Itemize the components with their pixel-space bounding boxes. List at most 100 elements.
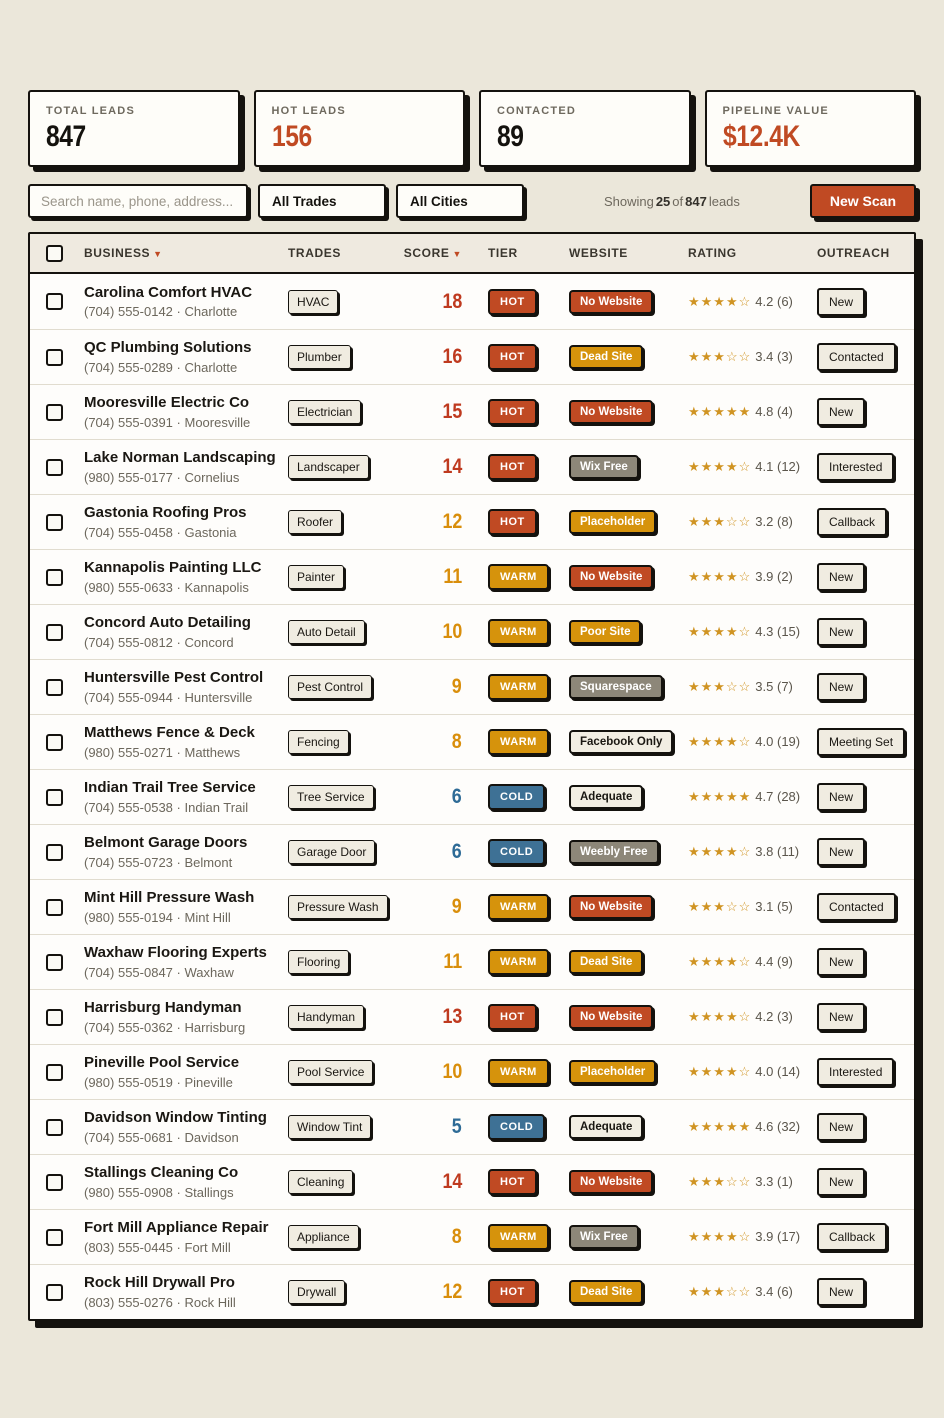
outreach-status-badge[interactable]: New — [817, 1113, 866, 1141]
website-badge: Placeholder — [569, 510, 657, 534]
table-row: Waxhaw Flooring Experts (704) 555-0847 ·… — [30, 934, 914, 989]
business-cell: Davidson Window Tinting (704) 555-0681 ·… — [78, 1109, 282, 1145]
row-checkbox[interactable] — [45, 458, 63, 476]
business-contact-line: (803) 555-0276 · Rock Hill — [84, 1295, 282, 1310]
header-rating[interactable]: RATING — [688, 246, 737, 260]
outreach-status-badge[interactable]: New — [817, 287, 866, 316]
row-checkbox[interactable] — [45, 513, 63, 531]
business-contact-line: (980) 555-0633 · Kannapolis — [84, 580, 282, 595]
score-cell: 11 — [402, 950, 470, 974]
trade-badge: Plumber — [288, 345, 351, 369]
score-value: 13 — [442, 1005, 462, 1028]
outreach-status-badge[interactable]: Interested — [817, 453, 895, 481]
score-cell: 6 — [402, 785, 470, 809]
outreach-status-badge[interactable]: Callback — [817, 1223, 888, 1251]
business-cell: Fort Mill Appliance Repair (803) 555-044… — [78, 1219, 282, 1255]
row-checkbox[interactable] — [45, 293, 63, 310]
outreach-status-badge[interactable]: New — [817, 1168, 866, 1196]
business-contact-line: (704) 555-0847 · Waxhaw — [84, 965, 282, 980]
row-checkbox[interactable] — [45, 843, 63, 861]
row-checkbox[interactable] — [45, 953, 63, 971]
score-value: 12 — [442, 1280, 462, 1303]
business-phone: (704) 555-0944 — [84, 689, 173, 705]
row-checkbox[interactable] — [45, 1118, 63, 1136]
star-rating: ★★★★★ — [688, 789, 752, 804]
row-checkbox[interactable] — [45, 1228, 63, 1246]
rating-cell: ★★★★☆ 4.0 (19) — [680, 733, 805, 751]
trade-cell: Drywall — [282, 1280, 402, 1304]
star-rating: ★★★★☆ — [688, 1064, 752, 1079]
rating-cell: ★★★☆☆ 3.4 (3) — [680, 348, 805, 366]
row-checkbox[interactable] — [45, 1173, 63, 1191]
row-checkbox-cell — [30, 1228, 78, 1246]
star-rating: ★★★☆☆ — [688, 679, 752, 694]
outreach-status-badge[interactable]: Interested — [817, 1058, 895, 1086]
trade-badge: Pest Control — [288, 675, 373, 699]
outreach-status-badge[interactable]: Contacted — [817, 343, 896, 371]
rating-number: 4.1 — [755, 459, 774, 474]
star-rating: ★★★★☆ — [688, 734, 752, 749]
rating-number: 4.7 — [755, 789, 774, 804]
row-checkbox[interactable] — [45, 403, 63, 421]
rating-number: 3.1 — [755, 899, 774, 914]
row-checkbox[interactable] — [45, 568, 63, 586]
outreach-status-badge[interactable]: Callback — [817, 508, 888, 536]
row-checkbox[interactable] — [45, 788, 63, 806]
outreach-status-badge[interactable]: Contacted — [817, 893, 896, 921]
trades-filter-select[interactable]: All Trades — [258, 184, 386, 218]
rating-cell: ★★★★☆ 4.2 (6) — [680, 293, 805, 311]
row-checkbox[interactable] — [45, 623, 63, 641]
outreach-status-badge[interactable]: New — [817, 398, 866, 426]
trade-cell: Tree Service — [282, 785, 402, 809]
tier-cell: HOT — [470, 509, 555, 535]
outreach-cell: Interested — [805, 453, 914, 481]
business-name: Harrisburg Handyman — [84, 999, 242, 1017]
score-value: 18 — [442, 289, 462, 313]
showing-total: 847 — [685, 193, 707, 209]
outreach-status-badge[interactable]: New — [817, 618, 866, 646]
row-checkbox[interactable] — [45, 1063, 63, 1081]
table-row: QC Plumbing Solutions (704) 555-0289 · C… — [30, 329, 914, 384]
header-outreach[interactable]: OUTREACH — [817, 246, 890, 260]
header-tier[interactable]: TIER — [488, 246, 518, 260]
row-checkbox[interactable] — [45, 1283, 63, 1301]
outreach-status-badge[interactable]: New — [817, 673, 866, 701]
outreach-status-badge[interactable]: New — [817, 948, 866, 976]
cities-filter-select[interactable]: All Cities — [396, 184, 524, 218]
row-checkbox[interactable] — [45, 1008, 63, 1026]
business-name: Pineville Pool Service — [84, 1054, 240, 1072]
new-scan-button[interactable]: New Scan — [809, 184, 916, 218]
star-rating: ★★★☆☆ — [688, 514, 752, 529]
outreach-status-badge[interactable]: New — [817, 1003, 866, 1031]
dot-separator: · — [176, 854, 181, 870]
row-checkbox-cell — [30, 513, 78, 531]
business-city: Fort Mill — [184, 1239, 231, 1255]
outreach-status-badge[interactable]: New — [817, 1278, 866, 1306]
business-phone: (704) 555-0289 — [84, 359, 173, 375]
review-count: (9) — [776, 954, 793, 969]
score-value: 10 — [442, 1060, 462, 1083]
row-checkbox[interactable] — [45, 678, 63, 696]
header-business[interactable]: BUSINESS ▼ — [78, 246, 282, 260]
select-all-checkbox[interactable] — [45, 244, 63, 262]
trade-badge: Pool Service — [288, 1060, 374, 1084]
trade-badge: Painter — [288, 565, 345, 589]
outreach-status-badge[interactable]: New — [817, 563, 866, 591]
rating-value: 4.3 (15) — [755, 624, 800, 639]
header-score[interactable]: SCORE ▼ — [402, 246, 470, 260]
outreach-status-badge[interactable]: Meeting Set — [817, 728, 906, 756]
header-website[interactable]: WEBSITE — [569, 246, 628, 260]
row-checkbox[interactable] — [45, 348, 63, 366]
row-checkbox[interactable] — [45, 898, 63, 916]
business-contact-line: (704) 555-0812 · Concord — [84, 635, 282, 650]
tier-cell: WARM — [470, 949, 555, 975]
business-contact-line: (704) 555-0142 · Charlotte — [84, 304, 282, 319]
outreach-status-badge[interactable]: New — [817, 783, 866, 811]
review-count: (6) — [776, 1284, 793, 1299]
header-trades[interactable]: TRADES — [288, 246, 341, 260]
search-input[interactable] — [28, 184, 248, 218]
rating-value: 4.6 (32) — [755, 1119, 800, 1134]
outreach-status-badge[interactable]: New — [817, 838, 866, 866]
row-checkbox[interactable] — [45, 733, 63, 751]
tier-badge: HOT — [488, 1004, 537, 1030]
